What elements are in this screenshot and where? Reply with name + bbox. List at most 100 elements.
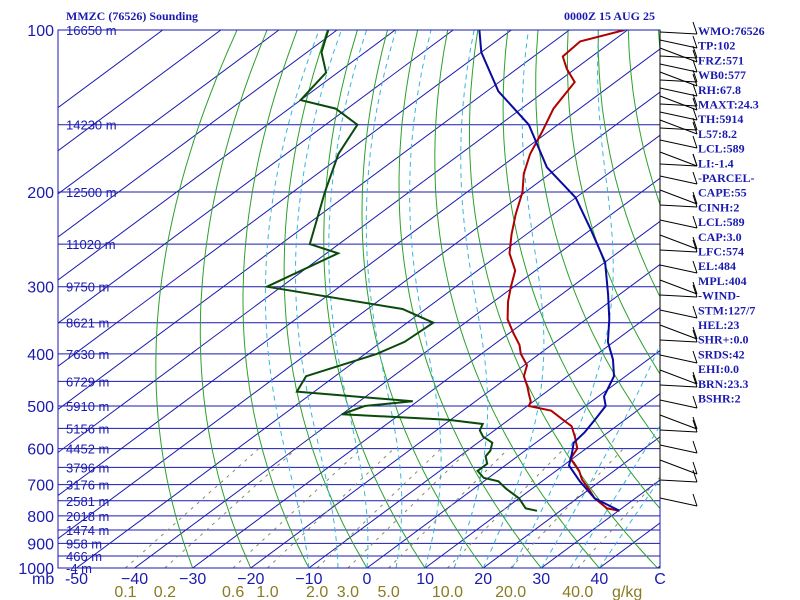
dry-adiabat	[199, 30, 268, 568]
wind-barb	[659, 294, 698, 298]
wind-barb-flag	[692, 374, 698, 388]
temperature-label: 20	[474, 571, 492, 588]
isotherm-line	[58, 30, 628, 454]
mixing-ratio-label: 5.0	[377, 584, 399, 600]
wind-barb-flag	[692, 117, 698, 131]
wind-barb	[659, 79, 698, 83]
isotherm-line	[76, 134, 660, 568]
index-entry: TP:102	[698, 39, 735, 53]
grid-lines	[58, 30, 800, 568]
isotherm-line	[541, 479, 660, 568]
moist-adiabat	[540, 343, 660, 568]
pressure-label: 900	[27, 536, 54, 553]
wind-barb-flag	[692, 239, 698, 253]
dry-adiabat	[283, 30, 368, 568]
index-entry: BSHR:2	[698, 392, 741, 406]
height-label: 466 m	[66, 549, 102, 564]
sounding-traces	[263, 30, 625, 512]
index-entry: LCL:589	[698, 142, 745, 156]
temperature-label: 40	[591, 571, 609, 588]
wind-barb	[659, 47, 698, 63]
wind-barb-flag	[692, 371, 698, 385]
dry-adiabat	[398, 30, 542, 568]
wind-barb	[659, 139, 698, 149]
wind-barb-flag	[692, 49, 698, 63]
wind-barb-flag	[692, 284, 698, 298]
height-label: 11020 m	[66, 237, 116, 252]
moist-adiabat	[569, 424, 660, 568]
wind-barb-flag	[692, 171, 698, 185]
pressure-label: 100	[27, 23, 54, 40]
index-entry: -PARCEL-	[698, 171, 754, 185]
wind-barb-flag	[692, 395, 698, 409]
wind-barb	[659, 279, 698, 295]
moist-adiabat	[328, 30, 369, 568]
index-entry: CAPE:55	[698, 186, 747, 200]
mixing-ratio-line	[577, 476, 660, 568]
mixing-ratio-label: 2.0	[306, 584, 328, 600]
mixing-ratio-label: 20.0	[495, 584, 526, 600]
isotherm-line	[134, 177, 660, 568]
wind-barb	[659, 444, 698, 454]
pressure-label: 700	[27, 478, 54, 495]
wind-barb	[659, 219, 698, 229]
index-entry: FRZ:571	[698, 53, 744, 67]
mixing-ratio-label: 0.2	[154, 584, 176, 600]
wind-barb-flag	[692, 194, 698, 208]
height-label: 4452 m	[66, 442, 109, 457]
height-label: 1474 m	[66, 523, 109, 538]
index-entry: RH:67.8	[698, 83, 741, 97]
wind-barb	[659, 63, 698, 73]
sounding-indices: WMO:76526TP:102FRZ:571WB0:577RH:67.8MAXT…	[698, 24, 765, 406]
temperature-label: 30	[532, 571, 550, 588]
mixing-ratio-line	[510, 448, 624, 568]
moist-adiabat	[482, 30, 545, 568]
pressure-label: 1000	[18, 561, 54, 578]
dry-adiabat	[323, 30, 426, 568]
wind-barb	[659, 39, 698, 49]
pressure-unit: mb	[32, 571, 54, 588]
wind-barb	[659, 31, 698, 35]
index-entry: STM:127/7	[698, 303, 755, 317]
mixing-ratio-label: 0.6	[222, 584, 244, 600]
isotherm-line	[58, 30, 222, 152]
wind-barb-flag	[692, 350, 698, 364]
mixing-ratio-label: 40.0	[562, 584, 593, 600]
wind-barb	[659, 354, 698, 364]
wind-barb	[659, 127, 698, 131]
dewpoint-trace	[263, 30, 538, 512]
mixing-ratio-line	[388, 448, 509, 568]
index-entry: EL:484	[698, 259, 736, 273]
height-label: 2581 m	[66, 494, 109, 509]
dry-adiabat	[779, 30, 800, 568]
moist-adiabat	[598, 478, 660, 568]
index-entry: LI:-1.4	[698, 156, 734, 170]
wind-barb	[659, 111, 698, 121]
index-entry: CINH:2	[698, 200, 739, 214]
mixing-ratio-unit: g/kg	[612, 584, 642, 600]
dry-adiabat	[597, 30, 660, 298]
isotherm-line	[482, 436, 660, 568]
temperature-label: 10	[416, 571, 434, 588]
wind-barb	[659, 119, 698, 135]
isotherm-line	[58, 30, 280, 195]
wind-barb-flag	[692, 107, 698, 121]
wind-barb	[659, 414, 698, 430]
height-label: -4 m	[66, 561, 92, 576]
wind-barb-flag	[692, 419, 698, 433]
wind-barb-flag	[692, 191, 698, 205]
index-entry: -WIND-	[698, 289, 740, 303]
pressure-label: 300	[27, 280, 54, 297]
isotherm-line	[424, 393, 660, 568]
pressure-label: 500	[27, 399, 54, 416]
wind-barb-flag	[692, 469, 698, 483]
wind-barb-flag	[692, 493, 698, 507]
mixing-ratio-line	[232, 448, 362, 568]
pressure-label: 800	[27, 509, 54, 526]
mixing-ratio-line	[316, 448, 442, 568]
dry-adiabat	[502, 30, 660, 510]
wind-barb	[659, 479, 698, 483]
temperature-label: −20	[237, 571, 264, 588]
wind-barbs	[659, 21, 698, 507]
wind-barb	[659, 399, 698, 409]
